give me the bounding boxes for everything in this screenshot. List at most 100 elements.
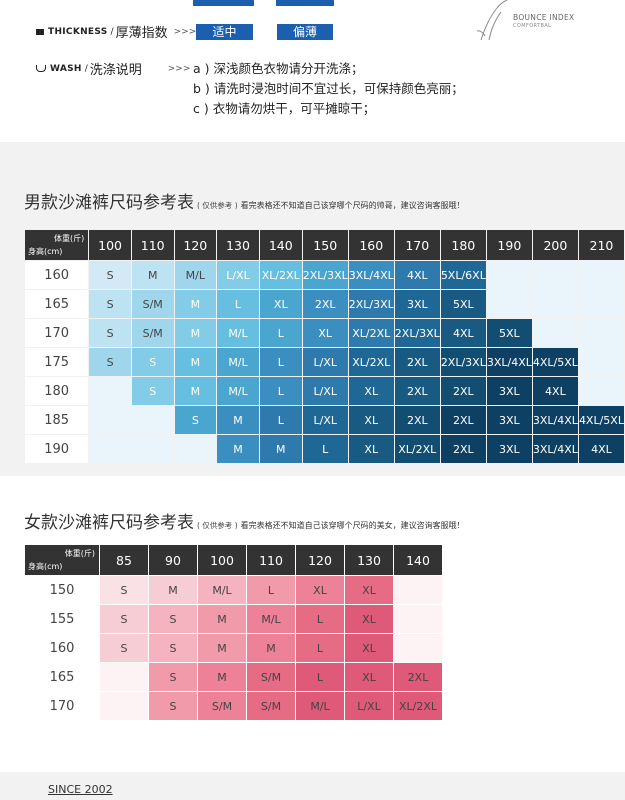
size-cell: XL/2XL: [394, 435, 440, 463]
size-cell: S: [89, 261, 131, 289]
size-cell: [131, 406, 174, 434]
size-cell: [532, 319, 578, 347]
women-chart-note: ( 仅供参考 ): [197, 521, 238, 530]
height-row-header: 165: [25, 663, 99, 691]
size-cell: M: [174, 319, 217, 347]
size-cell: S/M: [131, 290, 174, 318]
size-cell: [486, 290, 532, 318]
size-cell: S/M: [131, 319, 174, 347]
size-cell: [578, 377, 624, 405]
top-tab-bar: [193, 0, 254, 6]
size-cell: [89, 377, 131, 405]
size-cell: 2XL: [394, 663, 442, 691]
thickness-label-en: THICKNESS: [48, 26, 108, 37]
weight-header-cell: 100: [198, 545, 246, 575]
size-cell: L: [217, 290, 259, 318]
size-cell: M: [174, 348, 217, 376]
wash-arrows: >>>: [167, 63, 191, 74]
height-row-header: 160: [25, 634, 99, 662]
men-chart-subtitle: 看完表格还不知道自己该穿哪个尺码的帅哥，建议咨询客服哦！: [240, 201, 465, 210]
wash-label-en: WASH: [50, 63, 82, 74]
size-cell: S: [100, 605, 148, 633]
dolphin-logo-icon: [476, 0, 508, 41]
height-row-header: 155: [25, 605, 99, 633]
thickness-label-zh: 厚薄指数: [115, 26, 168, 41]
brand-sub: COMFORTBAL: [513, 23, 552, 29]
size-cell: S: [149, 634, 197, 662]
height-row-header: 170: [25, 692, 99, 720]
men-chart-note: ( 仅供参考 ): [197, 201, 238, 210]
weight-header-cell: 120: [296, 545, 344, 575]
women-chart-subtitle: 看完表格还不知道自己该穿哪个尺码的美女，建议咨询客服哦！: [240, 521, 465, 530]
height-row-header: 185: [25, 406, 89, 434]
weight-header-cell: 200: [532, 230, 578, 260]
footer: SINCE 2002: [0, 772, 625, 800]
men-size-table: 体重(斤) 身高(cm) 100 110 120 130 140 150 160 170 180 19…: [24, 229, 625, 464]
size-cell: [532, 261, 578, 289]
size-cell: [174, 435, 217, 463]
table-row: 150 S M M/L L XL XL: [25, 576, 442, 604]
size-cell: 4XL: [394, 261, 440, 289]
size-cell: M/L: [198, 576, 246, 604]
size-cell: 4XL: [532, 377, 578, 405]
size-cell: XL: [345, 634, 393, 662]
size-cell: S: [89, 319, 131, 347]
size-cell: L: [296, 605, 344, 633]
size-cell: L/XL: [217, 261, 259, 289]
size-cell: 3XL: [486, 406, 532, 434]
size-cell: L: [259, 319, 302, 347]
size-cell: XL: [345, 605, 393, 633]
weight-header-cell: 210: [578, 230, 624, 260]
size-cell: [89, 406, 131, 434]
thickness-option-thin: 偏薄: [277, 24, 333, 40]
men-size-section: 男款沙滩裤尺码参考表 ( 仅供参考 ) 看完表格还不知道自己该穿哪个尺码的帅哥，…: [0, 142, 625, 476]
size-cell: 2XL/3XL: [440, 348, 486, 376]
height-row-header: 160: [25, 261, 89, 289]
size-cell: XL: [296, 576, 344, 604]
size-cell: L: [259, 348, 302, 376]
size-cell: 2XL: [440, 406, 486, 434]
size-cell: L/XL: [302, 348, 348, 376]
size-cell: 3XL: [486, 377, 532, 405]
weight-header-cell: 190: [486, 230, 532, 260]
size-cell: M: [247, 634, 295, 662]
corner-header-cell: 体重(斤) 身高(cm): [25, 230, 89, 260]
height-row-header: 175: [25, 348, 89, 376]
size-cell: M: [198, 663, 246, 691]
table-row: 165 S M S/M L XL 2XL: [25, 663, 442, 691]
height-row-header: 150: [25, 576, 99, 604]
men-chart-title: 男款沙滩裤尺码参考表 ( 仅供参考 ) 看完表格还不知道自己该穿哪个尺码的帅哥，…: [24, 188, 465, 213]
weight-header-cell: 140: [394, 545, 442, 575]
size-cell: 4XL: [440, 319, 486, 347]
size-cell: XL: [302, 319, 348, 347]
height-row-header: 165: [25, 290, 89, 318]
size-cell: M: [149, 576, 197, 604]
height-row-header: 180: [25, 377, 89, 405]
size-cell: L: [259, 406, 302, 434]
weight-header-cell: 150: [302, 230, 348, 260]
size-cell: 2XL/3XL: [348, 290, 394, 318]
size-cell: 5XL: [486, 319, 532, 347]
size-cell: XL/2XL: [348, 319, 394, 347]
size-cell: 3XL/4XL: [532, 406, 578, 434]
size-cell: 3XL/4XL: [486, 348, 532, 376]
since-label: SINCE 2002: [48, 783, 113, 796]
men-chart-title-text: 男款沙滩裤尺码参考表: [24, 193, 194, 213]
size-cell: M/L: [296, 692, 344, 720]
weight-header-cell: 85: [100, 545, 148, 575]
size-cell: [89, 435, 131, 463]
thickness-option-moderate: 适中: [196, 24, 253, 40]
table-row: 185 S M L L/XL XL 2XL 2XL 3XL 3XL/4XL 4XL/5XL: [25, 406, 624, 434]
weight-header-cell: 130: [217, 230, 259, 260]
size-cell: L/XL: [345, 692, 393, 720]
women-size-table: 体重(斤) 身高(cm) 85 90 100 110 120 130 140 150 S M M/L L X…: [24, 544, 443, 721]
size-cell: S/M: [247, 663, 295, 691]
weight-header-cell: 160: [348, 230, 394, 260]
size-cell: XL: [345, 663, 393, 691]
table-row: 155 S S M M/L L XL: [25, 605, 442, 633]
top-tab-bar: [276, 0, 334, 6]
table-row: 180 S M M/L L L/XL XL 2XL 2XL 3XL 4XL: [25, 377, 624, 405]
women-chart-title-text: 女款沙滩裤尺码参考表: [24, 513, 194, 533]
corner-height-label: 身高(cm): [28, 247, 63, 256]
size-cell: 4XL: [578, 435, 624, 463]
